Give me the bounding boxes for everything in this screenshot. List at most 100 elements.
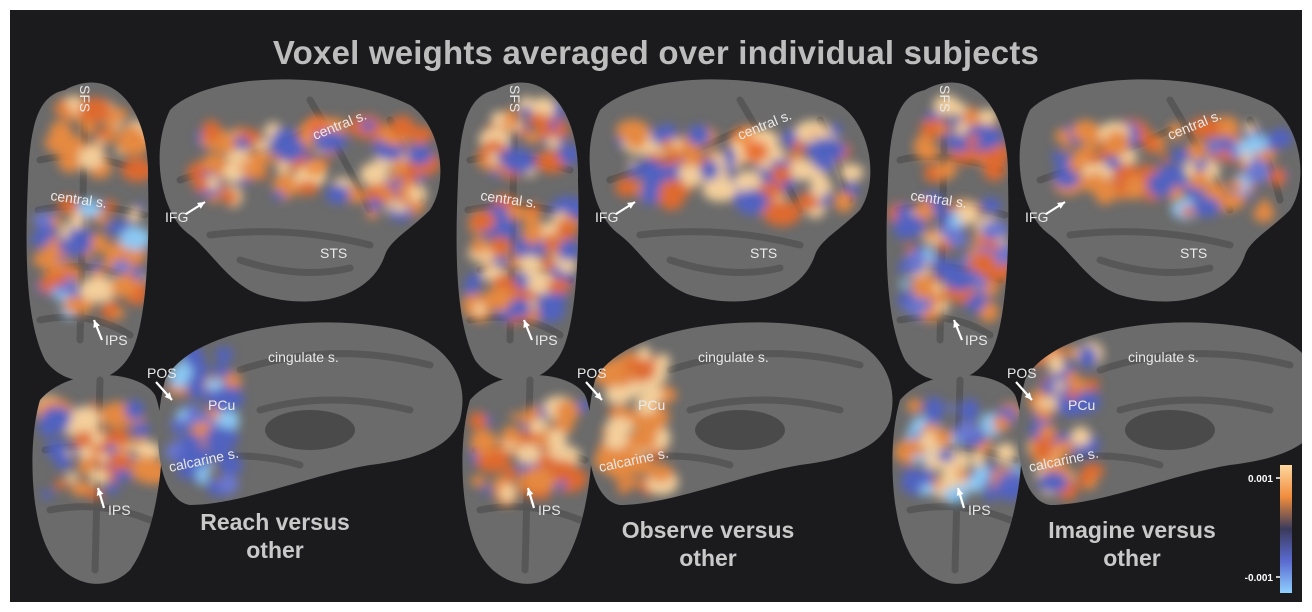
activation-blob xyxy=(792,140,805,154)
activation-blob xyxy=(621,359,657,382)
activation-blob xyxy=(1192,159,1208,171)
activation-blob xyxy=(627,369,636,380)
activation-blob xyxy=(511,152,536,174)
activation-blob xyxy=(1083,178,1098,193)
activation-blob xyxy=(119,226,149,251)
activation-blob xyxy=(518,255,542,276)
activation-blob xyxy=(360,162,389,187)
activation-blob xyxy=(135,202,144,211)
arrow-head xyxy=(523,320,530,328)
activation-blob xyxy=(919,484,934,496)
activation-blob xyxy=(796,192,820,211)
activation-blob xyxy=(66,472,78,483)
activation-patch xyxy=(615,119,770,211)
sulcus xyxy=(686,396,844,414)
activation-blob xyxy=(958,202,978,226)
activation-blob xyxy=(925,410,942,425)
activation-blob xyxy=(504,466,517,482)
activation-blob xyxy=(924,467,933,478)
activation-blob xyxy=(177,408,187,420)
activation-blob xyxy=(90,233,108,253)
activation-blob xyxy=(992,416,1010,433)
label-sfs: SFS xyxy=(77,85,93,112)
activation-blob xyxy=(508,298,531,318)
activation-blob xyxy=(936,240,951,251)
activation-blob xyxy=(306,160,325,176)
activation-blob xyxy=(393,202,408,213)
activation-blob xyxy=(896,292,914,307)
activation-blob xyxy=(976,281,986,293)
activation-patch xyxy=(187,119,335,208)
activation-blob xyxy=(789,159,816,181)
arrow-head xyxy=(953,320,960,328)
label-pcu: PCu xyxy=(638,397,665,413)
activation-blob xyxy=(1161,152,1171,162)
condition-label-reach: Reach versus other xyxy=(175,508,375,564)
activation-blob xyxy=(1142,135,1160,153)
activation-blob xyxy=(1189,117,1222,139)
activation-blob xyxy=(468,411,487,430)
activation-blob xyxy=(516,443,541,464)
activation-blob xyxy=(897,260,912,275)
activation-blob xyxy=(134,441,162,461)
activation-blob xyxy=(204,426,239,450)
activation-blob xyxy=(558,259,577,273)
activation-blob xyxy=(112,469,132,482)
arrow-head xyxy=(96,488,104,496)
sulcus xyxy=(36,313,134,339)
activation-blob xyxy=(647,463,674,482)
sulcus xyxy=(1066,228,1234,249)
label-sfs: SFS xyxy=(507,85,523,112)
label-ips-dorsal: IPS xyxy=(535,332,558,348)
activation-blob xyxy=(534,434,547,448)
activation-blob xyxy=(1048,354,1064,374)
sulcal-pattern xyxy=(1056,350,1294,469)
activation-blob xyxy=(963,109,978,119)
activation-blob xyxy=(1099,166,1114,178)
colorbar: 0.001 -0.001 xyxy=(1245,465,1292,593)
sulcus xyxy=(666,350,864,374)
activation-blob xyxy=(96,452,109,463)
activation-blob xyxy=(932,283,944,293)
activation-blob xyxy=(496,300,509,312)
activation-blob xyxy=(699,159,719,182)
activation-blob xyxy=(192,175,210,193)
activation-blob xyxy=(110,277,137,298)
activation-blob xyxy=(555,222,578,240)
activation-blob xyxy=(213,137,237,154)
activation-blob xyxy=(389,115,415,138)
activation-blob xyxy=(359,120,377,132)
activation-blob xyxy=(40,490,54,499)
figure-panel: Voxel weights averaged over individual s… xyxy=(10,10,1302,602)
activation-blob xyxy=(1186,140,1208,160)
label-cingulate: cingulate s. xyxy=(268,349,339,365)
brain-figure: SFS central s. central s. IFG STS IPS cingulat… xyxy=(26,79,1302,593)
activation-blob xyxy=(1071,120,1101,143)
activation-blob xyxy=(906,243,914,254)
sulcus xyxy=(1056,452,1164,469)
condition-label-line2: other xyxy=(246,537,304,563)
activation-blob xyxy=(471,236,487,256)
activation-blob xyxy=(605,417,634,436)
activation-blob xyxy=(979,197,1002,214)
activation-blob xyxy=(202,119,221,143)
activation-blob xyxy=(1064,346,1077,357)
activation-blob xyxy=(62,130,75,147)
activation-blob xyxy=(1192,196,1221,218)
activation-blob xyxy=(272,127,298,149)
activation-blob xyxy=(104,116,118,131)
activation-blob xyxy=(347,190,368,203)
activation-patch xyxy=(593,346,679,495)
activation-blob xyxy=(1034,435,1055,461)
activation-blob xyxy=(615,177,638,197)
activation-blob xyxy=(528,112,548,128)
activation-blob xyxy=(65,268,77,278)
activation-blob xyxy=(469,210,496,232)
activation-blob xyxy=(391,159,407,177)
activation-blob xyxy=(970,451,985,467)
activation-blob xyxy=(53,415,69,433)
activation-blob xyxy=(202,153,227,174)
activation-blob xyxy=(937,448,955,463)
activation-blob xyxy=(70,481,94,497)
